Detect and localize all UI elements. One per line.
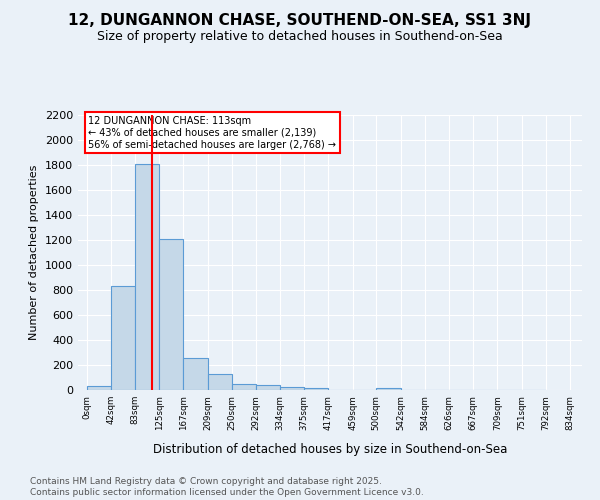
Text: 12, DUNGANNON CHASE, SOUTHEND-ON-SEA, SS1 3NJ: 12, DUNGANNON CHASE, SOUTHEND-ON-SEA, SS… [68, 12, 532, 28]
Bar [86, 386, 111, 390]
Text: Distribution of detached houses by size in Southend-on-Sea: Distribution of detached houses by size … [153, 442, 507, 456]
Text: 12 DUNGANNON CHASE: 113sqm
← 43% of detached houses are smaller (2,139)
56% of s: 12 DUNGANNON CHASE: 113sqm ← 43% of deta… [88, 116, 337, 150]
Bar [280, 387, 304, 390]
Bar [232, 384, 256, 390]
Text: Contains HM Land Registry data © Crown copyright and database right 2025.
Contai: Contains HM Land Registry data © Crown c… [30, 478, 424, 497]
Bar [111, 286, 135, 390]
Text: Size of property relative to detached houses in Southend-on-Sea: Size of property relative to detached ho… [97, 30, 503, 43]
Bar [135, 164, 159, 390]
Y-axis label: Number of detached properties: Number of detached properties [29, 165, 40, 340]
Bar [208, 374, 232, 390]
Bar [159, 239, 184, 390]
Bar [376, 388, 401, 390]
Bar [184, 358, 208, 390]
Bar [304, 388, 328, 390]
Bar [256, 385, 280, 390]
